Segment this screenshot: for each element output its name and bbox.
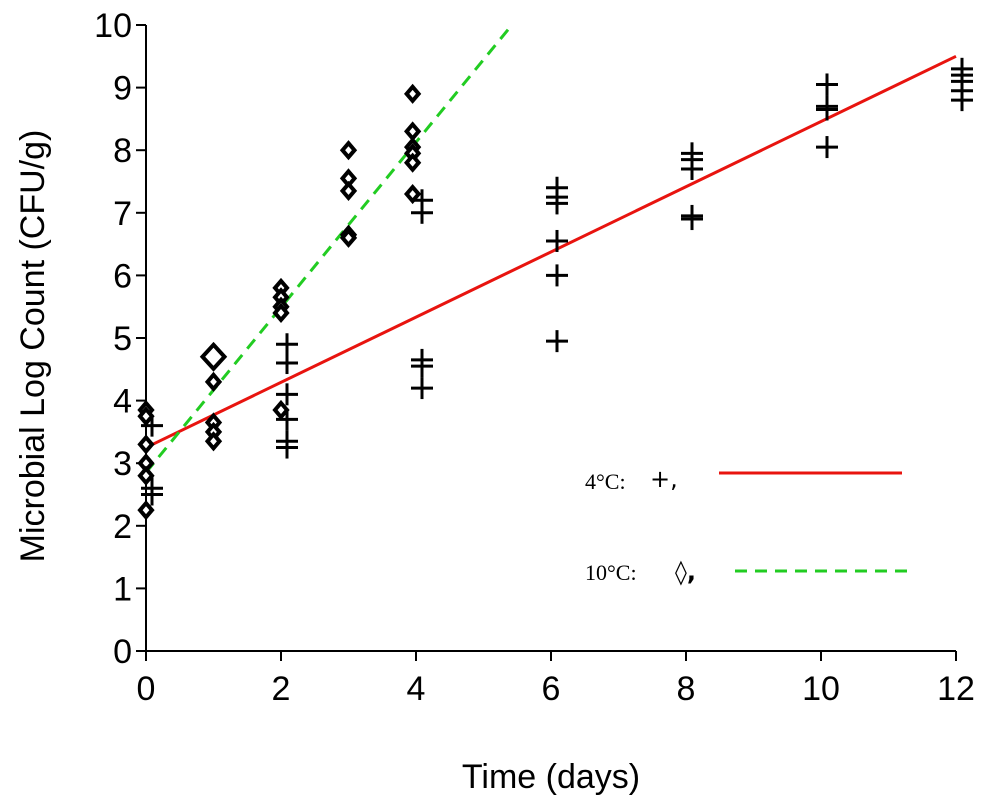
legend-label-10c: 10°C: xyxy=(585,560,637,585)
y-tick-label: 8 xyxy=(113,132,132,170)
data-point-diamond xyxy=(403,152,422,173)
data-point-diamond xyxy=(339,180,358,201)
data-point-plus xyxy=(141,483,163,506)
data-point-plus xyxy=(546,330,568,353)
y-tick-label: 3 xyxy=(113,445,132,483)
y-tick-label: 9 xyxy=(113,70,132,108)
x-axis-title: Time (days) xyxy=(462,758,640,796)
y-tick-label: 7 xyxy=(113,195,132,233)
data-point-plus xyxy=(816,136,838,159)
data-points xyxy=(137,57,973,521)
y-tick-label: 6 xyxy=(113,257,132,295)
data-point-plus xyxy=(681,208,703,231)
data-point-diamond xyxy=(137,465,155,486)
x-tick-label: 0 xyxy=(137,670,156,708)
legend: 4°C: +, 10°C: ◊, xyxy=(585,465,910,586)
data-point-diamond-large xyxy=(199,341,228,372)
data-point-diamond xyxy=(204,371,223,392)
data-point-diamond xyxy=(137,406,155,427)
x-tick-label: 12 xyxy=(937,670,975,708)
fit-line-10c xyxy=(144,24,514,474)
legend-marker-10c: ◊, xyxy=(675,558,696,586)
x-tick-label: 6 xyxy=(542,670,561,708)
data-point-diamond xyxy=(403,183,422,205)
legend-label-4c: 4°C: xyxy=(585,469,626,494)
data-point-plus xyxy=(276,352,298,375)
data-point-diamond xyxy=(403,121,422,142)
data-point-plus xyxy=(816,73,838,96)
data-point-plus xyxy=(546,264,568,287)
data-point-plus xyxy=(546,229,568,252)
y-tick-label: 10 xyxy=(94,7,132,45)
data-point-plus xyxy=(681,157,703,180)
y-tick-label: 0 xyxy=(113,633,132,671)
data-point-plus xyxy=(411,377,433,400)
y-tick-label: 2 xyxy=(113,508,132,546)
data-point-plus xyxy=(411,355,433,378)
y-tick-label: 1 xyxy=(113,570,132,608)
data-point-plus xyxy=(951,89,973,112)
fit-line-4c xyxy=(145,54,957,449)
y-tick-label: 5 xyxy=(113,320,132,358)
data-point-diamond xyxy=(339,227,358,248)
data-point-plus xyxy=(411,201,433,224)
data-point-plus xyxy=(546,192,568,215)
fit-lines xyxy=(144,24,957,474)
data-point-plus xyxy=(816,98,838,121)
data-point-plus xyxy=(276,383,298,406)
y-tick-label: 4 xyxy=(113,383,132,421)
data-point-plus xyxy=(276,436,298,459)
data-point-plus xyxy=(276,333,298,356)
x-tick-label: 4 xyxy=(407,670,426,708)
x-tick-label: 2 xyxy=(272,670,291,708)
legend-marker-4c: +, xyxy=(650,465,678,493)
data-point-diamond xyxy=(204,431,223,452)
x-tick-label: 10 xyxy=(802,670,840,708)
data-point-diamond xyxy=(272,399,290,421)
y-axis-title: Microbial Log Count (CFU/g) xyxy=(14,130,52,563)
x-tick-label: 8 xyxy=(677,670,696,708)
data-point-diamond xyxy=(339,140,358,161)
data-point-diamond xyxy=(137,500,155,521)
data-point-diamond xyxy=(137,434,155,455)
data-point-diamond xyxy=(403,83,422,104)
data-point-diamond xyxy=(272,302,290,324)
